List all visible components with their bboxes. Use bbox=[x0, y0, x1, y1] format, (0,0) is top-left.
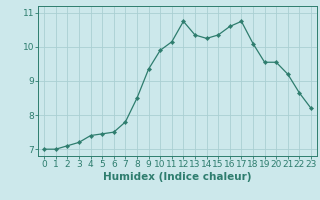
X-axis label: Humidex (Indice chaleur): Humidex (Indice chaleur) bbox=[103, 172, 252, 182]
